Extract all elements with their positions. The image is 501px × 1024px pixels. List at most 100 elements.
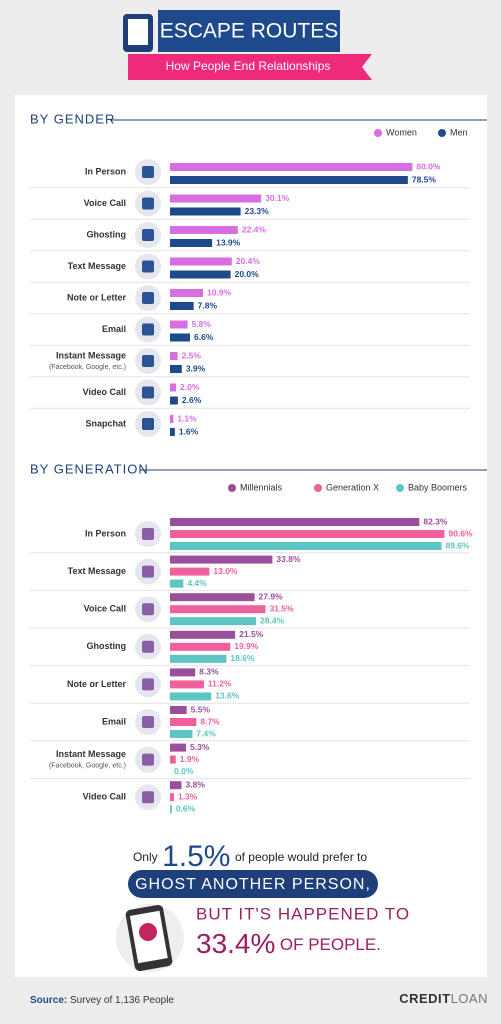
bar xyxy=(170,194,262,203)
category-label: Email xyxy=(102,324,126,334)
category-icon-glyph xyxy=(142,716,154,728)
legend-label: Baby Boomers xyxy=(408,482,468,492)
legend-label: Millennials xyxy=(240,482,283,492)
value-label: 78.5% xyxy=(412,174,437,184)
bar xyxy=(170,270,231,279)
value-label: 13.6% xyxy=(215,691,240,701)
value-label: 19.9% xyxy=(234,641,259,651)
value-label: 8.3% xyxy=(199,667,219,677)
category-label: Text Message xyxy=(68,566,126,576)
bar xyxy=(170,518,420,526)
value-label: 7.4% xyxy=(196,728,216,738)
bar xyxy=(170,320,188,329)
bar xyxy=(170,383,177,392)
value-label: 20.0% xyxy=(235,269,260,279)
category-icon-glyph xyxy=(142,603,154,616)
bar xyxy=(170,289,204,297)
bar xyxy=(170,793,174,802)
logo: CREDITLOAN xyxy=(399,991,488,1006)
bar xyxy=(170,706,187,714)
bar xyxy=(170,630,236,639)
value-label: 5.3% xyxy=(190,742,210,752)
value-label: 22.4% xyxy=(242,224,267,234)
value-label: 33.8% xyxy=(276,554,301,564)
legend-label: Men xyxy=(450,127,468,137)
value-label: 18.6% xyxy=(230,653,255,663)
legend-swatch xyxy=(374,129,382,137)
section-title: BY GENDER xyxy=(30,111,115,126)
bar xyxy=(170,365,182,373)
bar xyxy=(170,555,273,564)
title-box xyxy=(158,10,340,52)
category-label: In Person xyxy=(85,528,126,538)
callout-line3: BUT IT'S HAPPENED TO xyxy=(196,904,410,923)
category-note: (Facebook, Google, etc.) xyxy=(49,762,126,769)
category-icon-glyph xyxy=(142,355,154,367)
callout-text: of people would prefer to xyxy=(235,850,367,864)
bar xyxy=(170,680,204,689)
category-icon-glyph xyxy=(142,323,154,336)
value-label: 3.8% xyxy=(186,779,206,789)
bar xyxy=(170,605,266,614)
value-label: 30.1% xyxy=(265,193,290,203)
category-label: Voice Call xyxy=(84,604,126,614)
value-label: 13.9% xyxy=(216,237,241,247)
category-label: Text Message xyxy=(68,261,126,271)
phone-illustration-avatar xyxy=(139,923,157,941)
bar xyxy=(170,352,178,360)
category-icon-glyph xyxy=(142,753,154,766)
bar xyxy=(170,542,442,550)
callout-line: Only 1.5% of people would prefer to xyxy=(133,840,367,873)
callout-number: 33.4% xyxy=(196,928,275,959)
value-label: 89.6% xyxy=(445,540,470,550)
bar xyxy=(170,257,232,266)
category-icon-glyph xyxy=(142,386,154,399)
category-label: Note or Letter xyxy=(67,679,127,689)
value-label: 4.4% xyxy=(187,578,207,588)
source-text: Survey of 1,136 People xyxy=(70,995,174,1006)
callout-number: 1.5% xyxy=(162,840,230,873)
category-label: Voice Call xyxy=(84,198,126,208)
category-icon-glyph xyxy=(142,229,154,241)
bar xyxy=(170,617,257,626)
bar xyxy=(170,654,227,663)
bar xyxy=(170,743,187,752)
value-label: 23.3% xyxy=(245,206,270,216)
bar xyxy=(170,692,212,701)
category-icon-glyph xyxy=(142,292,154,304)
bar xyxy=(170,333,190,342)
callout-banner xyxy=(128,870,378,898)
legend-label: Women xyxy=(386,127,417,137)
value-label: 11.2% xyxy=(208,679,232,689)
callout-text: OF PEOPLE. xyxy=(280,935,381,954)
logo-bold: CREDIT xyxy=(399,991,450,1006)
category-label: Instant Message xyxy=(56,749,126,759)
bar xyxy=(170,415,174,423)
category-label: Snapchat xyxy=(85,418,126,428)
category-icon-glyph xyxy=(142,260,154,273)
bar xyxy=(170,302,194,310)
value-label: 7.8% xyxy=(198,300,218,310)
bar xyxy=(170,593,255,602)
source-label: Source: xyxy=(30,995,67,1006)
legend-swatch xyxy=(314,484,322,492)
legend-label: Generation X xyxy=(326,482,379,492)
bar xyxy=(170,207,241,216)
category-label: Video Call xyxy=(83,792,126,802)
bar xyxy=(170,567,210,576)
subtitle-ribbon xyxy=(128,54,372,80)
value-label: 10.9% xyxy=(207,287,232,297)
legend-swatch xyxy=(396,484,404,492)
value-label: 1.9% xyxy=(180,754,200,764)
title: ESCAPE ROUTES xyxy=(160,20,339,43)
logo-light: LOAN xyxy=(451,991,488,1006)
legend-swatch xyxy=(438,129,446,137)
bar xyxy=(170,642,231,651)
value-label: 82.3% xyxy=(423,516,448,526)
bar xyxy=(170,805,172,814)
bar xyxy=(170,755,176,764)
category-icon-glyph xyxy=(142,565,154,578)
value-label: 28.4% xyxy=(260,615,285,625)
category-icon-glyph xyxy=(142,166,154,178)
